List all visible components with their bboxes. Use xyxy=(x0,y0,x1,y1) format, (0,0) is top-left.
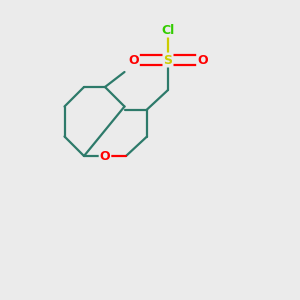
Text: O: O xyxy=(100,149,110,163)
Text: O: O xyxy=(197,53,208,67)
Text: Cl: Cl xyxy=(161,23,175,37)
Text: S: S xyxy=(164,53,172,67)
Text: O: O xyxy=(128,53,139,67)
